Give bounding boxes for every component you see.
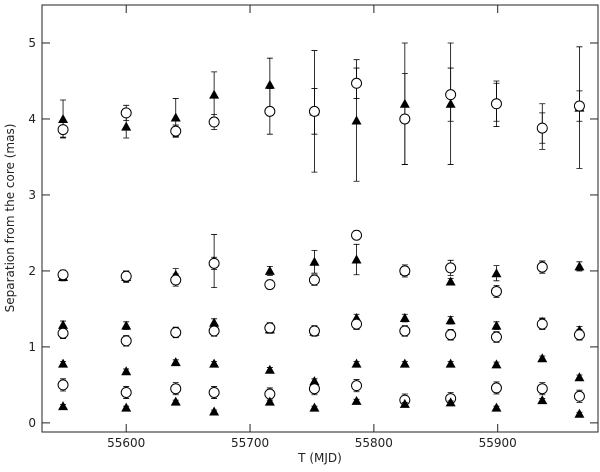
triangle-point: [445, 358, 456, 368]
triangle-point: [170, 357, 181, 367]
circle-point: [57, 124, 69, 136]
circle-point: [351, 380, 363, 392]
circle-point: [536, 261, 548, 273]
triangle-point: [209, 358, 220, 368]
triangle-point: [351, 358, 362, 368]
circle-point: [573, 329, 585, 341]
triangle-point: [58, 358, 69, 368]
triangle-point: [537, 353, 548, 363]
circle-point: [120, 386, 132, 398]
circle-point: [308, 105, 320, 117]
circle-point: [445, 89, 457, 101]
circle-point: [573, 390, 585, 402]
circle-point: [308, 274, 320, 286]
triangle-point: [491, 268, 502, 278]
triangle-point: [574, 261, 585, 271]
triangle-point: [445, 276, 456, 286]
x-tick-label: 55900: [479, 436, 517, 450]
circle-point: [536, 122, 548, 134]
y-tick-label: 3: [28, 188, 36, 202]
x-tick-label: 55700: [231, 436, 269, 450]
y-tick-label: 2: [28, 264, 36, 278]
x-axis-label: T (MJD): [297, 451, 342, 465]
triangle-point: [58, 319, 69, 329]
triangle-point: [264, 265, 275, 275]
triangle-point: [399, 313, 410, 323]
circle-point: [170, 326, 182, 338]
circle-point: [208, 386, 220, 398]
circle-point: [490, 98, 502, 110]
y-tick-label: 5: [28, 36, 36, 50]
circle-point: [264, 279, 276, 291]
circle-point: [120, 270, 132, 282]
triangle-point: [537, 395, 548, 405]
circle-point: [57, 327, 69, 339]
circle-point: [445, 329, 457, 341]
circle-point: [351, 229, 363, 241]
triangle-point: [170, 112, 181, 122]
y-tick-label: 4: [28, 112, 36, 126]
triangle-point: [309, 256, 320, 266]
y-tick-label: 0: [28, 416, 36, 430]
circle-point: [351, 318, 363, 330]
triangle-point: [58, 401, 69, 411]
circle-point: [399, 113, 411, 125]
triangle-point: [351, 254, 362, 264]
circle-point: [120, 335, 132, 347]
triangle-point: [574, 408, 585, 418]
circle-point: [264, 105, 276, 117]
circle-point: [170, 125, 182, 137]
y-tick-label: 1: [28, 340, 36, 354]
triangle-point: [264, 396, 275, 406]
triangle-point: [121, 121, 132, 131]
circle-point: [351, 77, 363, 89]
y-axis-label: Separation from the core (mas): [3, 124, 17, 313]
circle-point: [57, 269, 69, 281]
triangle-point: [209, 89, 220, 99]
circle-point: [399, 325, 411, 337]
circle-point: [536, 318, 548, 330]
circle-point: [264, 322, 276, 334]
circle-point: [573, 100, 585, 112]
circle-point: [308, 383, 320, 395]
circle-point: [490, 382, 502, 394]
triangle-point: [264, 364, 275, 374]
circle-point: [208, 325, 220, 337]
triangle-point: [121, 402, 132, 412]
circle-point: [445, 262, 457, 274]
x-tick-label: 55600: [107, 436, 145, 450]
circle-point: [170, 274, 182, 286]
circle-point: [170, 383, 182, 395]
triangle-point: [351, 395, 362, 405]
triangle-point: [264, 79, 275, 89]
circle-point: [208, 257, 220, 269]
triangle-point: [58, 113, 69, 123]
circle-point: [120, 107, 132, 119]
circle-point: [57, 379, 69, 391]
triangle-point: [445, 397, 456, 407]
circle-point: [536, 383, 548, 395]
triangle-point: [121, 366, 132, 376]
circle-point: [490, 331, 502, 343]
triangle-point: [574, 372, 585, 382]
triangle-point: [170, 396, 181, 406]
plot-frame: [41, 4, 599, 433]
triangle-point: [491, 359, 502, 369]
triangle-point: [445, 315, 456, 325]
triangle-point: [351, 115, 362, 125]
circle-point: [490, 285, 502, 297]
triangle-point: [491, 402, 502, 412]
x-tick-label: 55800: [355, 436, 393, 450]
triangle-point: [399, 358, 410, 368]
triangle-point: [491, 320, 502, 330]
circle-point: [308, 325, 320, 337]
triangle-point: [399, 398, 410, 408]
circle-point: [208, 116, 220, 128]
triangle-point: [209, 317, 220, 327]
triangle-point: [121, 320, 132, 330]
triangle-point: [209, 406, 220, 416]
circle-point: [399, 265, 411, 277]
triangle-point: [309, 402, 320, 412]
